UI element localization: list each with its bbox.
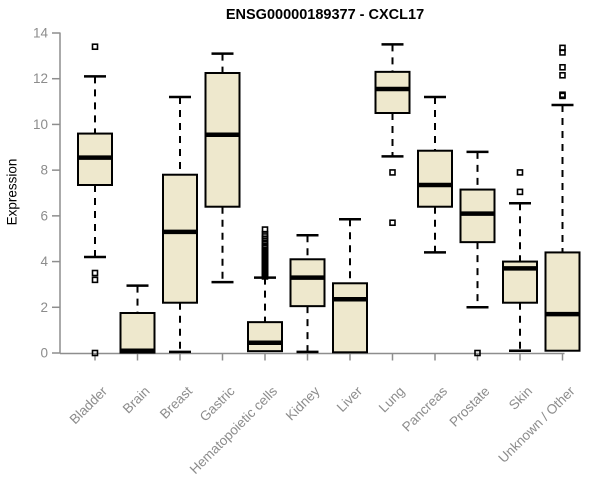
x-tick-label-prostate: Prostate — [446, 384, 492, 430]
box — [289, 258, 326, 308]
y-tick-label: 8 — [40, 163, 48, 178]
outlier-point — [559, 92, 566, 100]
outlier-point — [559, 49, 566, 56]
boxplot-bladder — [77, 43, 113, 357]
box — [119, 312, 156, 354]
boxplot-breast — [162, 95, 198, 354]
outlier-point — [91, 276, 99, 284]
outlier-point — [559, 71, 566, 79]
y-tick-label: 0 — [40, 346, 48, 361]
boxplot-brain — [119, 284, 156, 354]
box — [544, 251, 581, 352]
boxplot-hematopoietic-cells — [247, 226, 283, 353]
boxplot-prostate — [459, 150, 496, 357]
y-tick-label: 2 — [40, 300, 48, 315]
box — [162, 173, 198, 304]
boxplot-unknown-other — [544, 44, 581, 352]
chart-title: ENSG00000189377 - CXCL17 — [225, 7, 425, 23]
x-tick-label-lung: Lung — [376, 384, 408, 416]
x-tick-label-breast: Breast — [157, 383, 195, 421]
x-tick-label-skin: Skin — [506, 384, 535, 413]
outlier-point — [261, 273, 269, 280]
boxplot-skin — [502, 169, 538, 352]
x-tick-label-unknown-other: Unknown / Other — [495, 383, 578, 466]
outlier-point — [516, 169, 524, 176]
box — [332, 282, 368, 354]
x-tick-label-brain: Brain — [120, 384, 153, 417]
outlier-point — [474, 349, 481, 357]
box — [204, 72, 241, 208]
outlier-point — [516, 188, 524, 196]
outlier-point — [91, 269, 99, 277]
box — [247, 321, 283, 353]
y-tick-label: 4 — [40, 254, 48, 269]
x-tick-label-kidney: Kidney — [283, 383, 323, 423]
boxplot-gastric — [204, 52, 241, 284]
boxplot-kidney — [289, 234, 326, 354]
y-tick-label: 12 — [33, 71, 48, 86]
boxplot-liver — [332, 218, 368, 354]
x-tick-label-gastric: Gastric — [197, 383, 238, 424]
boxplot-pancreas — [417, 95, 453, 254]
x-tick-label-bladder: Bladder — [67, 383, 111, 427]
y-tick-label: 6 — [40, 208, 48, 223]
x-tick-label-liver: Liver — [334, 383, 366, 415]
outlier-point — [389, 219, 396, 227]
y-tick-label: 10 — [33, 117, 48, 132]
outlier-point — [559, 63, 566, 71]
outlier-point — [91, 43, 99, 51]
box — [459, 188, 496, 244]
boxplot-lung — [374, 43, 411, 227]
outlier-point — [389, 169, 396, 176]
box — [374, 70, 411, 114]
y-tick-label: 14 — [33, 26, 49, 41]
box — [417, 149, 453, 208]
x-tick-label-pancreas: Pancreas — [399, 383, 450, 434]
outlier-point — [91, 349, 99, 357]
